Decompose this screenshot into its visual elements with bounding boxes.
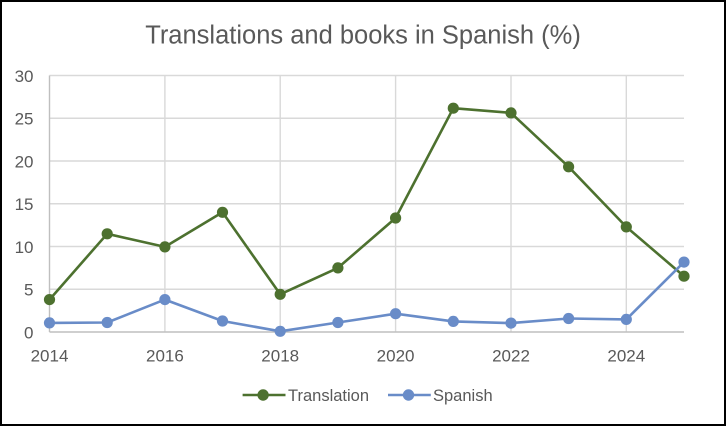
svg-text:25: 25	[15, 110, 34, 129]
svg-text:2014: 2014	[31, 347, 69, 366]
svg-text:2022: 2022	[492, 347, 530, 366]
svg-text:2024: 2024	[607, 347, 645, 366]
svg-text:15: 15	[15, 195, 34, 214]
svg-text:10: 10	[15, 238, 34, 257]
svg-text:20: 20	[15, 152, 34, 171]
svg-text:Translation: Translation	[288, 387, 369, 405]
svg-text:5: 5	[24, 281, 33, 300]
svg-text:0: 0	[24, 323, 33, 342]
svg-text:2016: 2016	[146, 347, 184, 366]
svg-text:Spanish: Spanish	[433, 387, 493, 405]
svg-text:30: 30	[15, 67, 34, 86]
svg-text:2018: 2018	[261, 347, 299, 366]
svg-text:2020: 2020	[377, 347, 415, 366]
svg-text:Translations and books in Span: Translations and books in Spanish (%)	[145, 22, 581, 50]
